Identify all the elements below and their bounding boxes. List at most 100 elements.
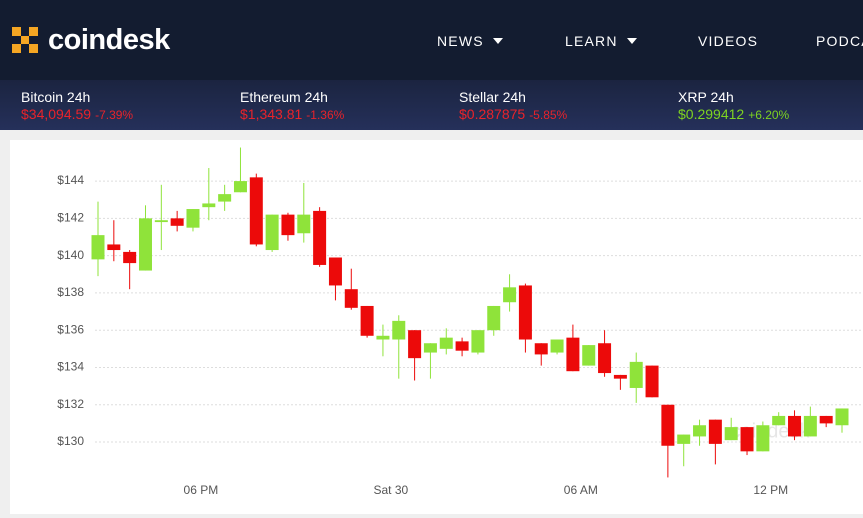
candle-body	[392, 320, 406, 340]
candle-body	[249, 177, 263, 245]
candle-body	[360, 305, 374, 336]
x-tick-label: 12 PM	[753, 483, 788, 497]
x-tick-label: 06 PM	[184, 483, 219, 497]
candle-body	[218, 194, 232, 202]
dropdown-arrow[interactable]	[627, 38, 637, 44]
candle-body	[297, 214, 311, 234]
ticker-item[interactable]: Bitcoin 24h $34,094.59 -7.39%	[21, 89, 133, 122]
coin-name: Ethereum	[240, 89, 301, 105]
candle-body	[186, 209, 200, 228]
y-tick-label: $138	[57, 285, 84, 299]
candle-body	[170, 218, 184, 226]
candle-body	[154, 220, 168, 223]
candle-body	[408, 330, 422, 359]
candle-body	[376, 335, 390, 340]
candle-body	[582, 345, 596, 366]
dropdown-arrow[interactable]	[493, 38, 503, 44]
coin-name: Stellar	[459, 89, 499, 105]
ticker-values: $0.287875 -5.85%	[459, 106, 567, 122]
candle-body	[281, 214, 295, 236]
candle-body	[740, 427, 754, 452]
change: +6.20%	[748, 108, 790, 122]
y-tick-label: $142	[57, 211, 84, 225]
candle-body	[693, 425, 707, 437]
candle-body	[645, 365, 659, 398]
candle-body	[91, 235, 105, 260]
period: 24h	[502, 89, 526, 105]
nav-item[interactable]: LEARN	[565, 33, 618, 49]
candle-body	[613, 374, 627, 379]
change: -7.39%	[95, 108, 134, 122]
nav-item[interactable]: NEWS	[437, 33, 484, 49]
nav-item[interactable]: PODCA	[816, 33, 863, 49]
price: $0.299412	[678, 106, 745, 122]
candle-body	[724, 427, 738, 441]
nav-item[interactable]: VIDEOS	[698, 33, 759, 49]
candle-body	[344, 289, 358, 308]
candle-body	[439, 337, 453, 349]
change: -1.36%	[306, 108, 345, 122]
period: 24h	[710, 89, 734, 105]
x-tick-label: 06 AM	[564, 483, 598, 497]
ticker-label: XRP 24h	[678, 89, 789, 105]
candle-body	[708, 419, 722, 444]
logo-icon	[12, 27, 38, 53]
ticker-item[interactable]: XRP 24h $0.299412 +6.20%	[678, 89, 789, 122]
candle-body	[598, 343, 612, 374]
candle-body	[455, 341, 469, 351]
period: 24h	[66, 89, 91, 105]
ticker-item[interactable]: Stellar 24h $0.287875 -5.85%	[459, 89, 567, 122]
price: $34,094.59	[21, 106, 92, 122]
candle-body	[756, 425, 770, 452]
change: -5.85%	[529, 108, 568, 122]
logo[interactable]: coindesk	[48, 24, 170, 56]
candle-body	[123, 251, 137, 264]
candle-body	[835, 408, 849, 426]
candle-body	[566, 337, 580, 372]
candle-body	[423, 343, 437, 353]
ticker-values: $0.299412 +6.20%	[678, 106, 789, 122]
candle-body	[107, 244, 121, 251]
candle-body	[471, 330, 485, 353]
header: coindesk NEWS LEARN VIDEOS PODCA	[0, 0, 863, 80]
candle-body	[550, 339, 564, 353]
candle-body	[503, 287, 517, 303]
candle-body	[677, 434, 691, 444]
candle-body	[661, 404, 675, 446]
ticker-bar: Bitcoin 24h $34,094.59 -7.39% Ethereum 24h $…	[0, 80, 863, 130]
candle-body	[518, 285, 532, 340]
candle-body	[487, 305, 501, 331]
ticker-label: Bitcoin 24h	[21, 89, 133, 105]
candle-body	[233, 181, 247, 193]
y-tick-label: $144	[57, 173, 84, 187]
y-tick-label: $136	[57, 322, 84, 336]
candle-body	[788, 415, 802, 437]
candle-body	[328, 257, 342, 286]
candle-body	[534, 343, 548, 355]
y-tick-label: $130	[57, 434, 84, 448]
coin-name: XRP	[678, 89, 707, 105]
ticker-label: Ethereum 24h	[240, 89, 344, 105]
candle-body	[202, 203, 216, 208]
candle-body	[629, 361, 643, 388]
ticker-item[interactable]: Ethereum 24h $1,343.81 -1.36%	[240, 89, 344, 122]
ticker-label: Stellar 24h	[459, 89, 567, 105]
candle-body	[772, 415, 786, 426]
ticker-values: $1,343.81 -1.36%	[240, 106, 344, 122]
chart-panel	[10, 140, 863, 514]
price: $0.287875	[459, 106, 526, 122]
y-tick-label: $140	[57, 248, 84, 262]
ticker-values: $34,094.59 -7.39%	[21, 106, 133, 122]
y-tick-label: $134	[57, 360, 84, 374]
y-tick-label: $132	[57, 397, 84, 411]
candle-body	[138, 218, 152, 271]
candle-body	[803, 415, 817, 437]
coin-name: Bitcoin	[21, 89, 64, 105]
price: $1,343.81	[240, 106, 303, 122]
candle-body	[819, 415, 833, 424]
candle-body	[313, 210, 327, 265]
x-tick-label: Sat 30	[374, 483, 409, 497]
candle-body	[265, 214, 279, 251]
